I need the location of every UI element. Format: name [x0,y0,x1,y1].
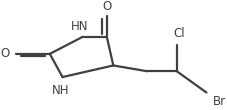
Text: Br: Br [213,95,226,108]
Text: NH: NH [52,84,69,97]
Text: O: O [0,47,10,60]
Text: O: O [102,0,112,13]
Text: Cl: Cl [173,27,185,40]
Text: HN: HN [71,20,88,33]
